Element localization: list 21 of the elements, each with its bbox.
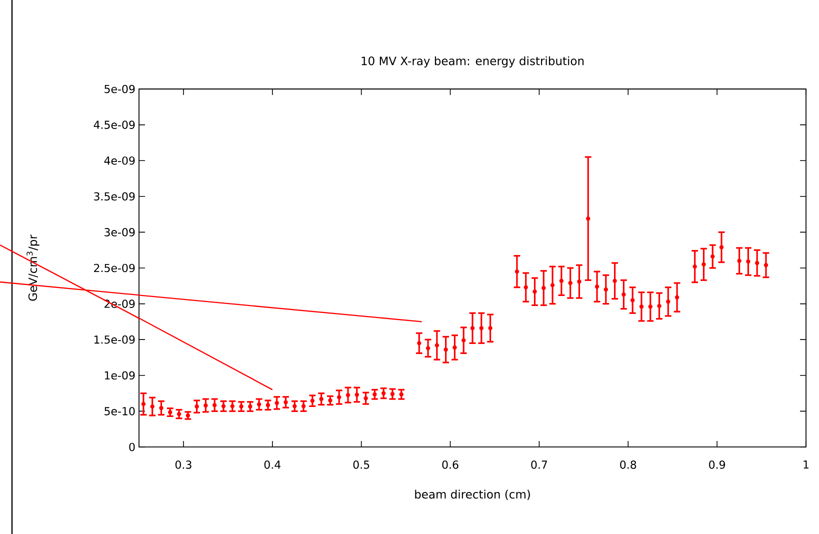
y-tick-label: 1.5e-09: [94, 335, 135, 344]
x-tick-label: 0.5: [353, 460, 370, 469]
x-tick-label: 1: [804, 460, 808, 469]
y-axis-title: GeV/cm$^{3}$/pr: [26, 234, 40, 301]
y-tick-label: 5e-09: [104, 84, 135, 94]
y-tick-label: 2.5e-09: [94, 264, 135, 272]
y-tick-label: 4.5e-09: [94, 120, 135, 129]
x-tick-label: 0.4: [264, 460, 281, 469]
x-axis-title: beam direction (cm): [415, 490, 530, 500]
y-tick-label: 3.5e-09: [94, 192, 135, 201]
x-tick-label: 0.6: [442, 460, 458, 469]
chart-title: 10 MV X-ray beam: energy distribution: [362, 56, 584, 68]
x-tick-label: 0.3: [175, 460, 192, 469]
x-tick-label: 0.7: [531, 460, 547, 469]
y-tick-label: 3e-09: [104, 228, 135, 236]
y-tick-label: 0: [129, 442, 135, 452]
y-tick-label: 1e-09: [104, 371, 135, 380]
x-tick-label: 0.9: [709, 460, 726, 469]
x-tick-label: 0.8: [620, 460, 636, 469]
y-tick-label: 4e-09: [104, 156, 135, 165]
y-tick-label: 5e-10: [104, 407, 135, 416]
